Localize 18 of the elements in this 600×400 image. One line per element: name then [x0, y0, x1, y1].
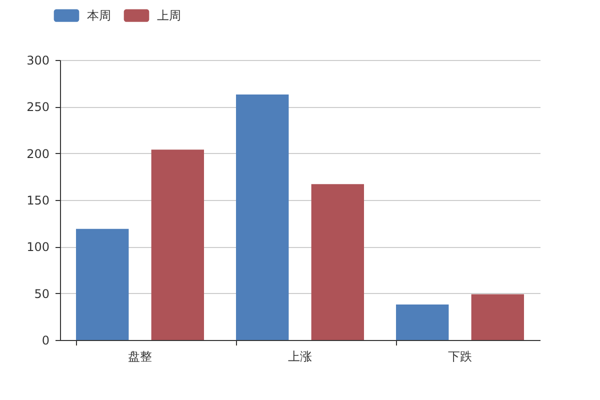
- y-tick-label: 150: [26, 194, 50, 208]
- y-tick-label: 300: [26, 54, 50, 68]
- y-tick-label: 0: [42, 334, 50, 348]
- bar: [76, 228, 129, 340]
- x-tick-label: 上涨: [288, 350, 312, 364]
- y-tick-label: 250: [26, 100, 50, 114]
- bar: [151, 150, 204, 340]
- legend-label: 上周: [157, 8, 181, 23]
- y-tick-label: 50: [34, 286, 50, 301]
- x-tick-label: 下跌: [448, 350, 472, 364]
- y-tick-label: 200: [26, 146, 50, 161]
- legend-label: 本周: [87, 8, 111, 23]
- bar: [396, 304, 449, 340]
- y-tick-label: 100: [26, 240, 50, 254]
- x-tick-label: 盘整: [128, 350, 152, 364]
- bar: [311, 184, 364, 340]
- bar: [471, 294, 524, 340]
- bar: [236, 94, 289, 340]
